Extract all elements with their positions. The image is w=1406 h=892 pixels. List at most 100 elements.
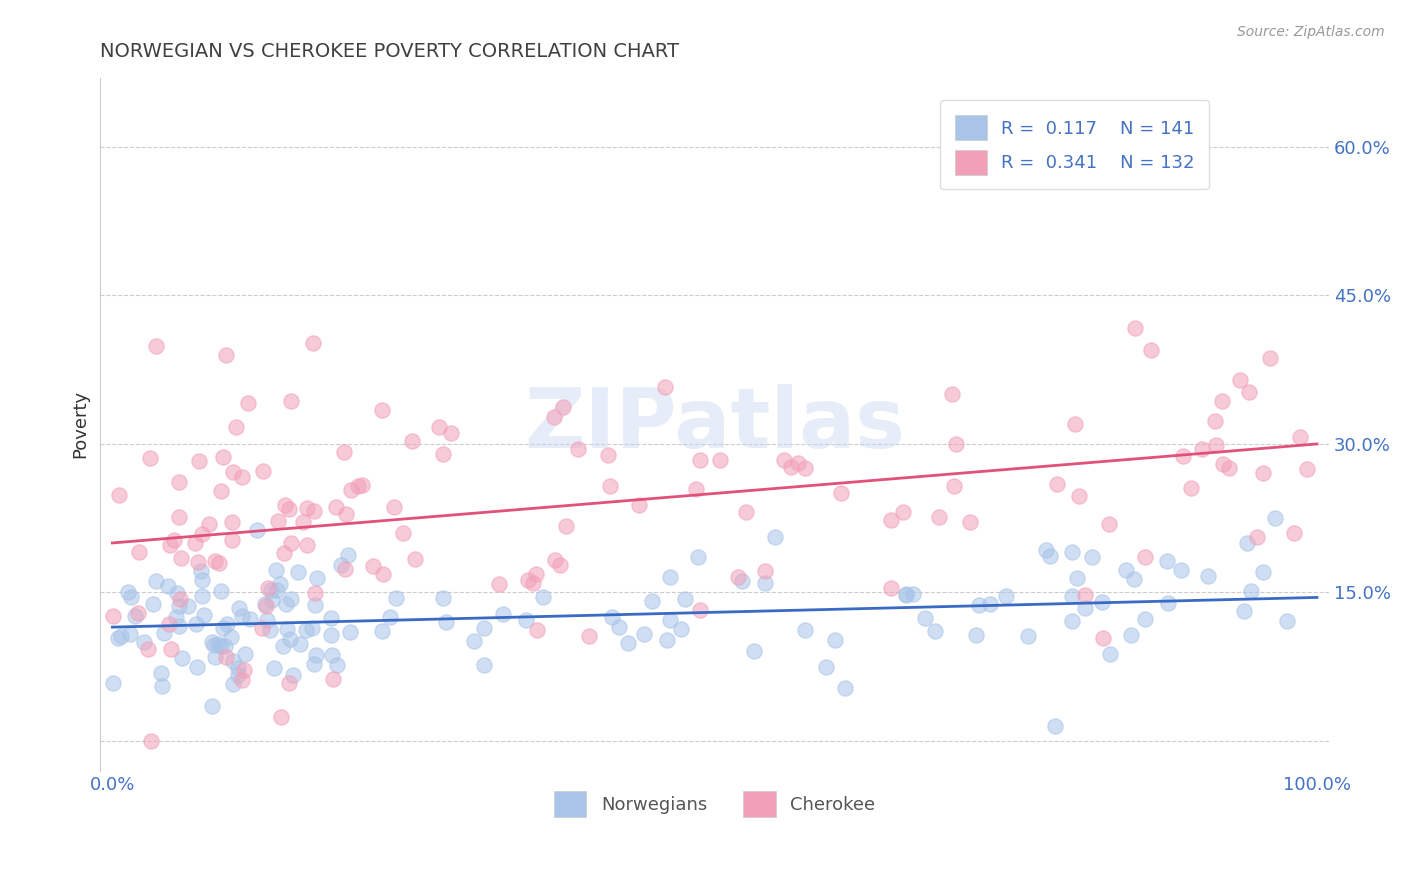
Point bbox=[292, 515, 315, 529]
Point bbox=[330, 558, 353, 572]
Point bbox=[184, 536, 207, 550]
Point bbox=[967, 598, 990, 612]
Point bbox=[256, 613, 278, 627]
Point bbox=[1275, 614, 1298, 628]
Point bbox=[108, 488, 131, 502]
Point bbox=[382, 500, 405, 515]
Point bbox=[219, 630, 242, 644]
Point bbox=[340, 483, 363, 497]
Point bbox=[959, 515, 981, 529]
Point bbox=[522, 575, 544, 590]
Point bbox=[290, 637, 312, 651]
Point bbox=[432, 591, 454, 606]
Point bbox=[280, 394, 302, 409]
Point bbox=[228, 661, 250, 675]
Point bbox=[136, 642, 159, 657]
Point bbox=[295, 501, 318, 516]
Point bbox=[191, 527, 214, 541]
Point bbox=[371, 402, 394, 417]
Point bbox=[278, 675, 301, 690]
Point bbox=[1229, 373, 1251, 387]
Point bbox=[1043, 719, 1066, 733]
Point bbox=[1211, 393, 1233, 408]
Point bbox=[1258, 351, 1281, 365]
Point bbox=[319, 611, 342, 625]
Point bbox=[578, 629, 600, 643]
Point bbox=[440, 426, 463, 441]
Point bbox=[163, 533, 186, 548]
Point bbox=[1180, 482, 1202, 496]
Text: Source: ZipAtlas.com: Source: ZipAtlas.com bbox=[1237, 25, 1385, 39]
Point bbox=[894, 588, 917, 602]
Point bbox=[187, 555, 209, 569]
Point bbox=[1239, 384, 1261, 399]
Point bbox=[325, 500, 347, 515]
Point bbox=[117, 585, 139, 599]
Point bbox=[186, 660, 208, 674]
Point bbox=[326, 658, 349, 673]
Point bbox=[197, 517, 219, 532]
Point bbox=[1073, 588, 1095, 602]
Point bbox=[304, 586, 326, 600]
Point bbox=[305, 571, 328, 585]
Point bbox=[472, 658, 495, 673]
Point bbox=[165, 609, 187, 624]
Point bbox=[233, 647, 256, 661]
Point bbox=[1080, 549, 1102, 564]
Point bbox=[177, 599, 200, 613]
Point bbox=[686, 549, 709, 564]
Point bbox=[157, 616, 180, 631]
Point bbox=[222, 465, 245, 479]
Point bbox=[150, 666, 173, 681]
Point bbox=[1233, 603, 1256, 617]
Point bbox=[824, 633, 846, 648]
Point bbox=[830, 486, 852, 500]
Point bbox=[914, 611, 936, 625]
Point bbox=[167, 475, 190, 489]
Point bbox=[214, 640, 236, 654]
Point bbox=[231, 470, 253, 484]
Point bbox=[659, 613, 682, 627]
Point bbox=[276, 622, 298, 636]
Point bbox=[727, 570, 749, 584]
Point bbox=[1139, 343, 1161, 358]
Point bbox=[1123, 321, 1146, 335]
Point bbox=[321, 648, 343, 662]
Point bbox=[1035, 542, 1057, 557]
Point bbox=[675, 591, 697, 606]
Point bbox=[107, 631, 129, 645]
Point bbox=[134, 634, 156, 648]
Point bbox=[1046, 476, 1069, 491]
Point bbox=[1062, 545, 1084, 559]
Point bbox=[252, 464, 274, 478]
Point bbox=[156, 579, 179, 593]
Point bbox=[167, 599, 190, 613]
Point bbox=[304, 598, 326, 612]
Point bbox=[190, 565, 212, 579]
Point bbox=[118, 627, 141, 641]
Point bbox=[488, 576, 510, 591]
Point bbox=[1236, 536, 1258, 550]
Point bbox=[599, 479, 621, 493]
Point bbox=[228, 667, 250, 681]
Point bbox=[339, 625, 361, 640]
Point bbox=[347, 479, 370, 493]
Point bbox=[834, 681, 856, 695]
Point bbox=[333, 445, 356, 459]
Point bbox=[304, 504, 326, 518]
Point bbox=[815, 660, 838, 674]
Point bbox=[526, 623, 548, 637]
Point bbox=[254, 597, 277, 611]
Point bbox=[1115, 563, 1137, 577]
Point bbox=[159, 538, 181, 552]
Point bbox=[204, 554, 226, 568]
Point bbox=[628, 498, 651, 512]
Point bbox=[401, 434, 423, 448]
Point bbox=[924, 624, 946, 638]
Point bbox=[260, 593, 283, 607]
Point bbox=[945, 437, 967, 451]
Point bbox=[188, 454, 211, 468]
Point bbox=[427, 419, 450, 434]
Point bbox=[880, 513, 903, 527]
Point bbox=[1253, 566, 1275, 580]
